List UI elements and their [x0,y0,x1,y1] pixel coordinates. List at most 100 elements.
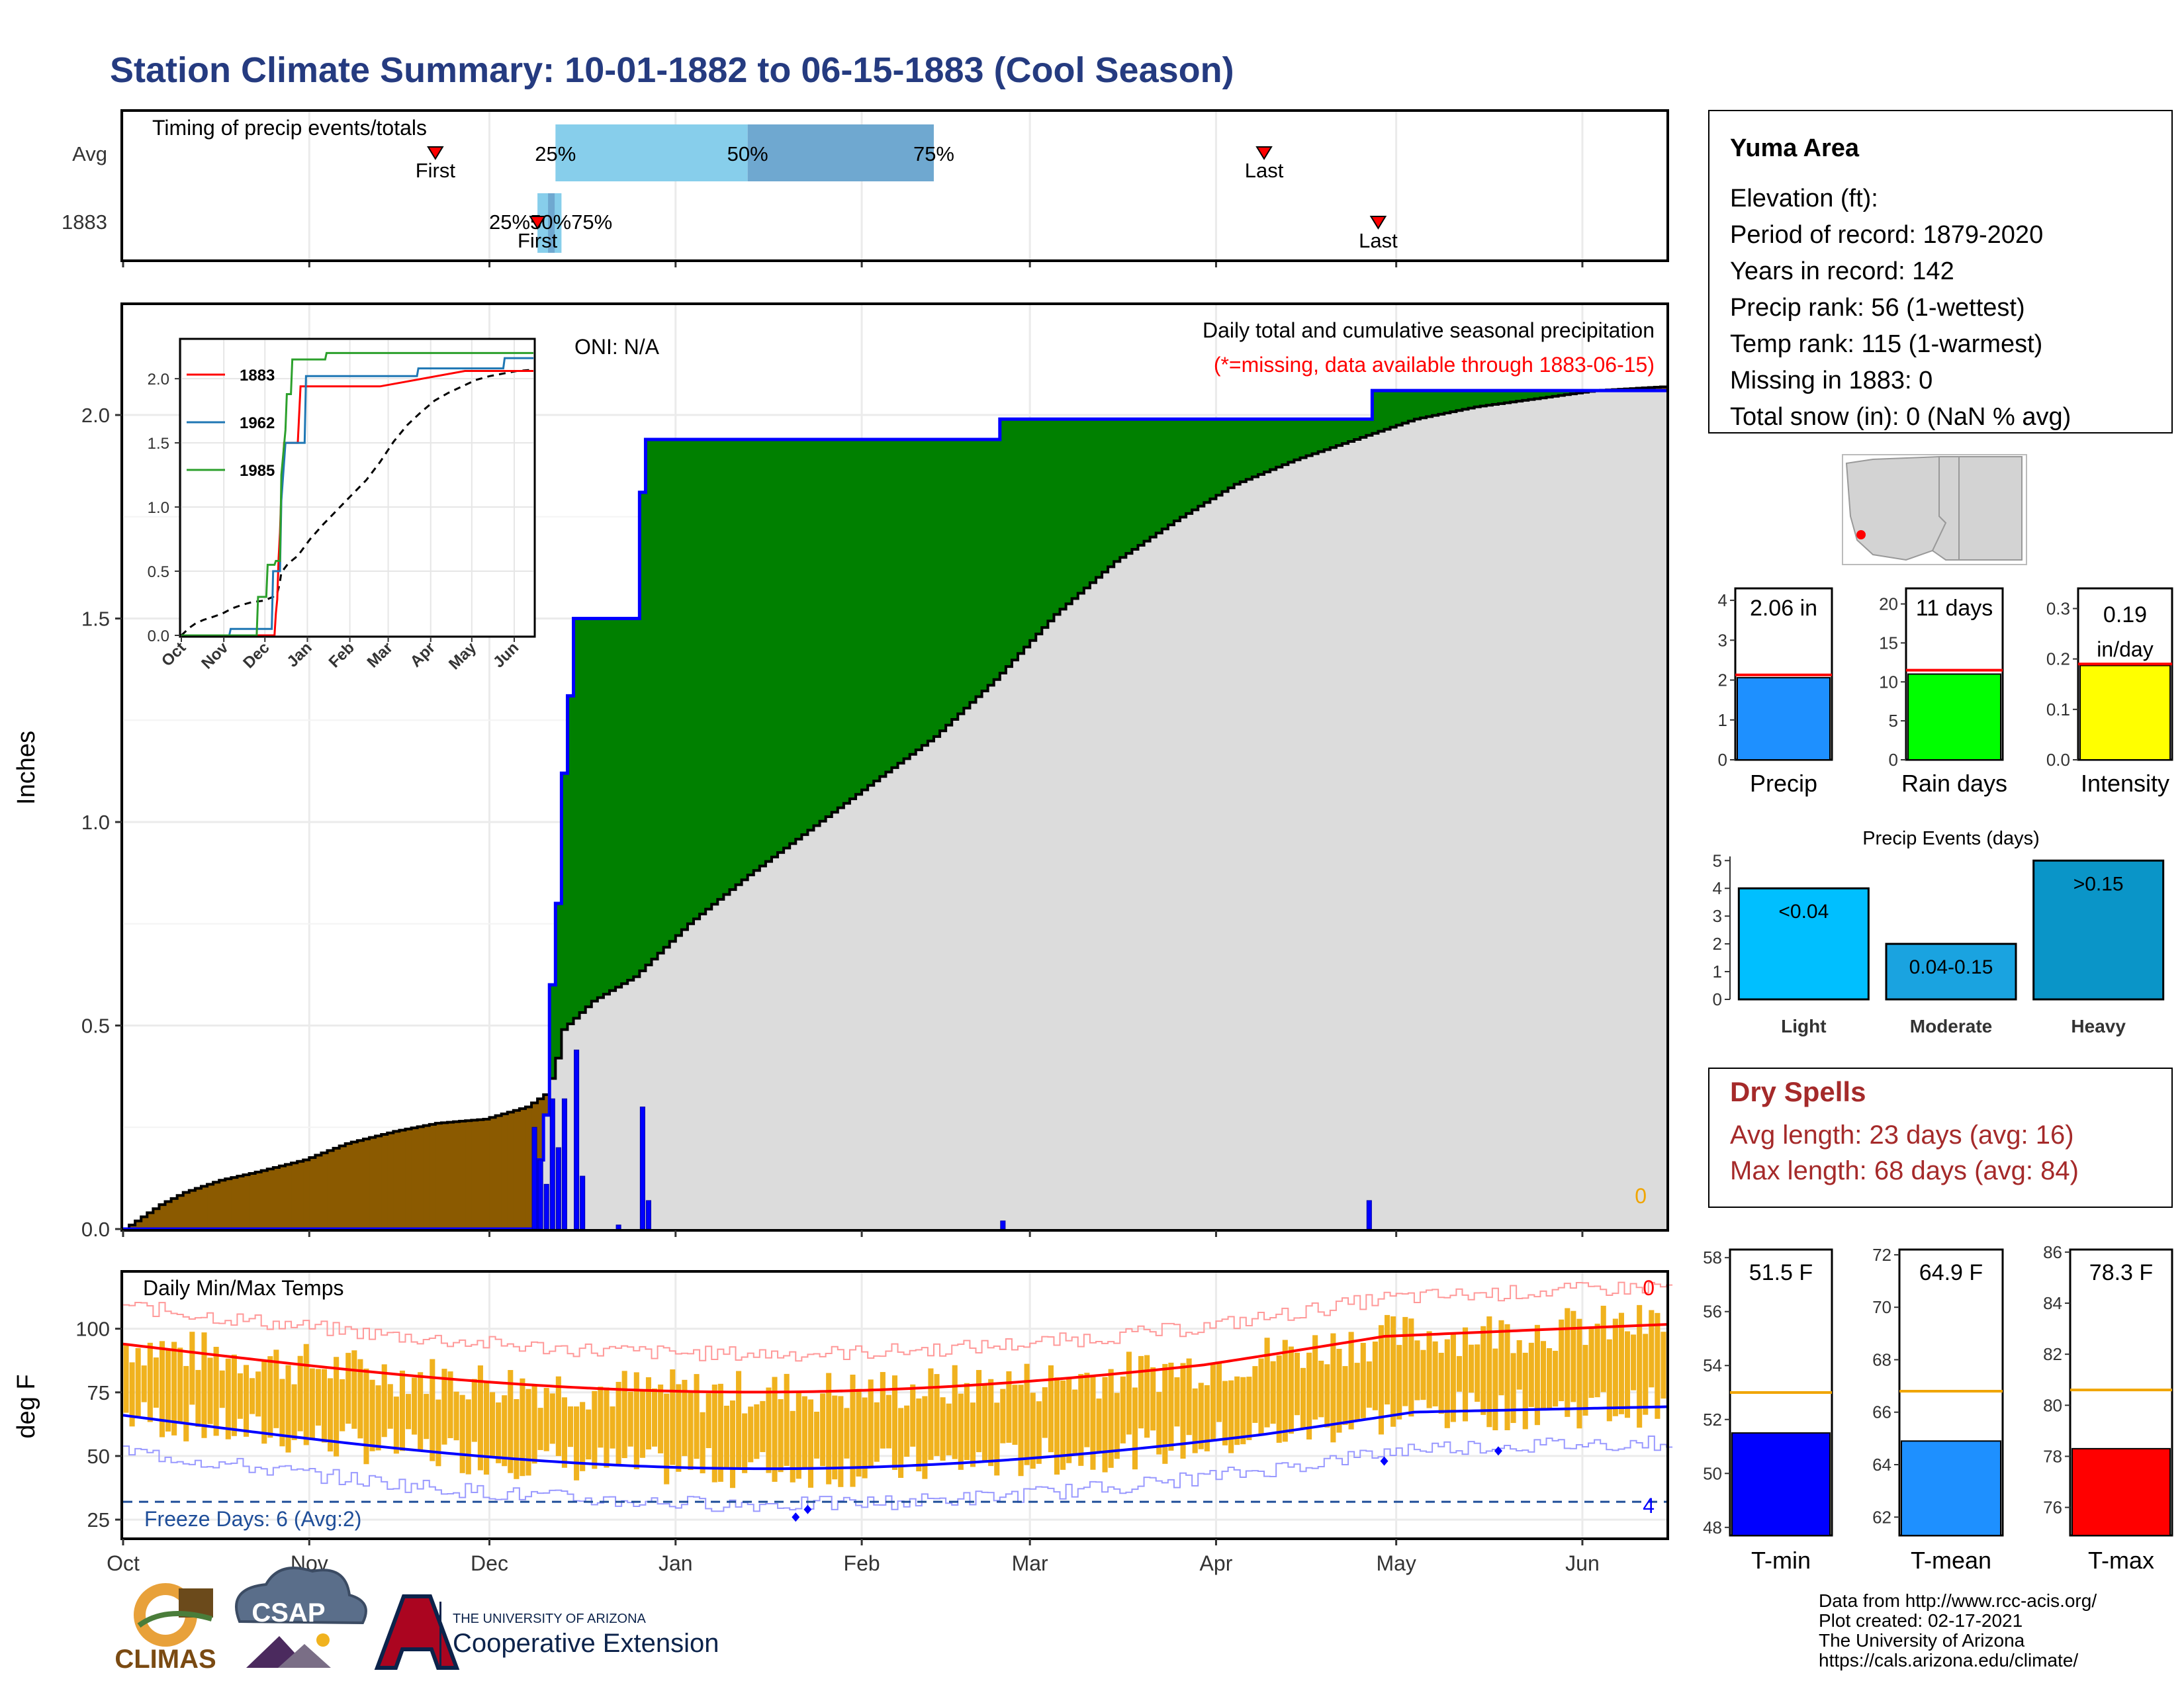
daily-temp-range-bar [592,1391,598,1469]
above-average-segment [964,439,971,708]
mini-temp-ytick-label: 48 [1703,1518,1722,1537]
above-average-segment [849,439,856,799]
cumulative-base-segment [1522,400,1529,1230]
below-average-segment [465,1120,472,1229]
cumulative-base-segment [597,997,604,1229]
cumulative-base-segment [1192,510,1199,1229]
daily-temp-range-bar [874,1402,880,1462]
daily-temp-range-bar [303,1344,309,1445]
above-average-segment [1480,390,1487,406]
daily-temp-range-bar [1090,1376,1096,1470]
mini-temp-ytick-label: 86 [2043,1242,2062,1262]
cumulative-base-segment [1630,390,1637,1229]
cumulative-base-segment [903,758,911,1229]
mini-temp-t-mean: 62 64 66 68 70 72 64.9 F T-mean [1872,1245,2004,1574]
daily-temp-range-bar [1475,1344,1480,1402]
above-average-segment [933,439,940,737]
daily-temp-range-bar [334,1357,340,1457]
above-average-segment [597,618,604,998]
above-average-segment [886,439,893,772]
cumulative-base-segment [1444,412,1451,1229]
mini-temp-ytick-label: 62 [1872,1507,1891,1527]
daily-temp-range-bar [1444,1339,1450,1428]
cumulative-base-segment [1095,577,1103,1229]
above-average-segment [1564,390,1571,395]
above-average-segment [903,439,911,759]
month-label: May [1376,1551,1416,1575]
daily-temp-range-bar [465,1399,471,1475]
cumulative-base-segment [1588,391,1595,1230]
daily-temp-range-bar [676,1384,682,1472]
above-average-segment [1120,419,1126,558]
mini-temp-value-label: 64.9 F [1919,1260,1983,1285]
above-average-segment [909,439,917,754]
daily-temp-range-bar [1306,1352,1312,1440]
cumulative-base-segment [778,852,784,1229]
daily-temp-range-bar [1385,1314,1390,1405]
daily-temp-range-bar [345,1353,351,1424]
mini-ytick-label: 5 [1889,711,1898,731]
daily-temp-range-bar [340,1379,345,1432]
mini-temp-value [1731,1432,1831,1536]
below-average-segment [393,1131,400,1229]
daily-precip-bar [1366,1200,1372,1230]
cumulative-base-segment [1132,549,1139,1229]
daily-precip-bar [555,1147,561,1230]
below-average-segment [477,1119,484,1229]
events-bar-value-label: >0.15 [2073,873,2124,895]
daily-temp-range-bar [1510,1353,1516,1424]
daily-precip-bar [1000,1220,1006,1230]
below-average-segment [153,1209,160,1229]
cumulative-base-segment [1054,614,1061,1229]
above-average-segment [1240,419,1247,482]
cumulative-base-segment [609,990,616,1229]
timing-panel: Timing of precip events/totals Avg 1883 … [62,109,1669,267]
above-average-segment [952,439,958,720]
daily-temp-range-bar [243,1365,250,1437]
below-average-segment [333,1148,340,1229]
mini-ytick-label: 0.0 [2046,750,2070,770]
mini-precip-precip: 0 1 2 3 4 2.06 in Precip [1718,587,1833,797]
record-low-marker [803,1504,812,1514]
above-average-segment [1408,390,1415,422]
cumulative-base-segment [1450,412,1457,1229]
cumulative-base-segment [1354,439,1361,1229]
daily-temp-range-bar [1516,1340,1522,1390]
above-average-segment [1462,390,1469,410]
daily-temp-range-bar [1594,1323,1600,1398]
daily-temp-range-bar [748,1406,754,1463]
daily-temp-range-bar [982,1383,988,1461]
cumulative-base-segment [999,672,1007,1229]
cumulative-base-segment [1438,414,1445,1229]
above-average-segment [1294,419,1301,460]
temp-summary-bars: 48 50 52 54 56 58 51.5 F T-min 62 64 66 68 70 72 64.9 … [1703,1242,2173,1574]
daily-temp-range-bar [508,1370,514,1473]
above-average-segment [976,439,983,697]
daily-temp-range-bar [412,1377,418,1435]
above-average-segment [639,492,647,971]
footer-credits: Data from http://www.rcc-acis.org/ Plot … [1819,1590,2097,1670]
above-average-segment [1071,419,1079,599]
cumulative-base-segment [657,953,664,1229]
daily-temp-range-bar [1450,1332,1456,1422]
below-average-segment [381,1134,388,1229]
cumulative-base-segment [868,785,874,1229]
daily-temp-range-bar [1198,1383,1204,1449]
cumulative-base-segment [1066,604,1073,1229]
csap-logo-text: CSAP [251,1598,325,1627]
climas-logo-text: CLIMAS [114,1645,216,1674]
daily-temp-range-bar [1294,1352,1300,1416]
daily-temp-range-bar [886,1394,891,1449]
daily-temp-range-bar [1408,1318,1414,1417]
below-average-segment [345,1143,352,1229]
daily-temp-range-bar [1282,1340,1288,1442]
above-average-segment [970,439,977,703]
footer-line-3: The University of Arizona [1819,1630,2025,1651]
above-average-segment [1504,390,1511,403]
main-ytick-label: 0.0 [81,1218,110,1241]
above-average-segment [1077,419,1085,594]
page-title: Station Climate Summary: 10-01-1882 to 0… [110,50,1234,90]
daily-temp-range-bar [520,1378,525,1477]
above-average-segment [573,618,580,1019]
below-average-segment [429,1124,436,1229]
